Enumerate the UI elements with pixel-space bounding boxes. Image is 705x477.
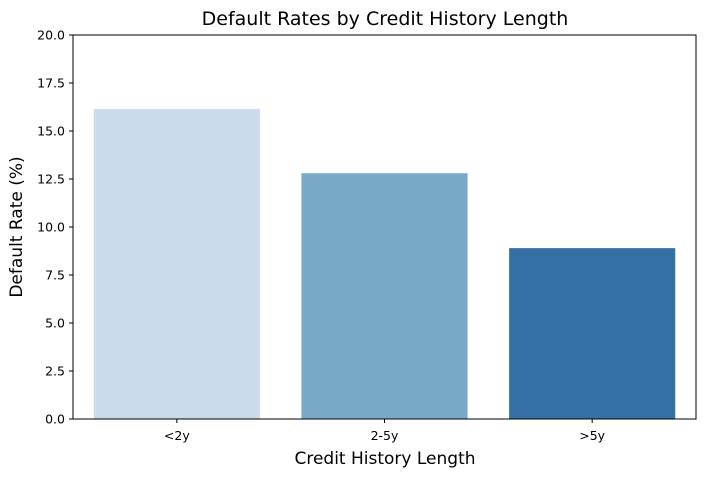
x-tick-label-0: <2y xyxy=(164,428,190,443)
bar-0 xyxy=(93,108,260,420)
y-axis: 0.0 2.5 5.0 7.5 10.0 12.5 15.0 17.5 20.0 xyxy=(37,28,73,427)
bars-group xyxy=(93,108,676,420)
y-axis-label: Default Rate (%) xyxy=(7,156,27,297)
y-tick-label-8: 20.0 xyxy=(37,28,65,43)
y-tick-label-3: 7.5 xyxy=(45,268,65,283)
x-tick-label-2: >5y xyxy=(579,428,605,443)
y-tick-label-5: 12.5 xyxy=(37,172,65,187)
y-tick-label-0: 0.0 xyxy=(45,412,65,427)
bar-2 xyxy=(509,248,676,419)
y-tick-label-7: 17.5 xyxy=(37,76,65,91)
y-tick-label-4: 10.0 xyxy=(37,220,65,235)
x-axis-label: Credit History Length xyxy=(294,449,475,469)
x-axis: <2y 2-5y >5y xyxy=(164,419,606,443)
chart-title: Default Rates by Credit History Length xyxy=(202,8,569,30)
x-tick-label-1: 2-5y xyxy=(371,428,399,443)
bar-1 xyxy=(301,173,468,419)
y-tick-label-6: 15.0 xyxy=(37,124,65,139)
y-tick-label-2: 5.0 xyxy=(45,316,65,331)
y-tick-label-1: 2.5 xyxy=(45,364,65,379)
